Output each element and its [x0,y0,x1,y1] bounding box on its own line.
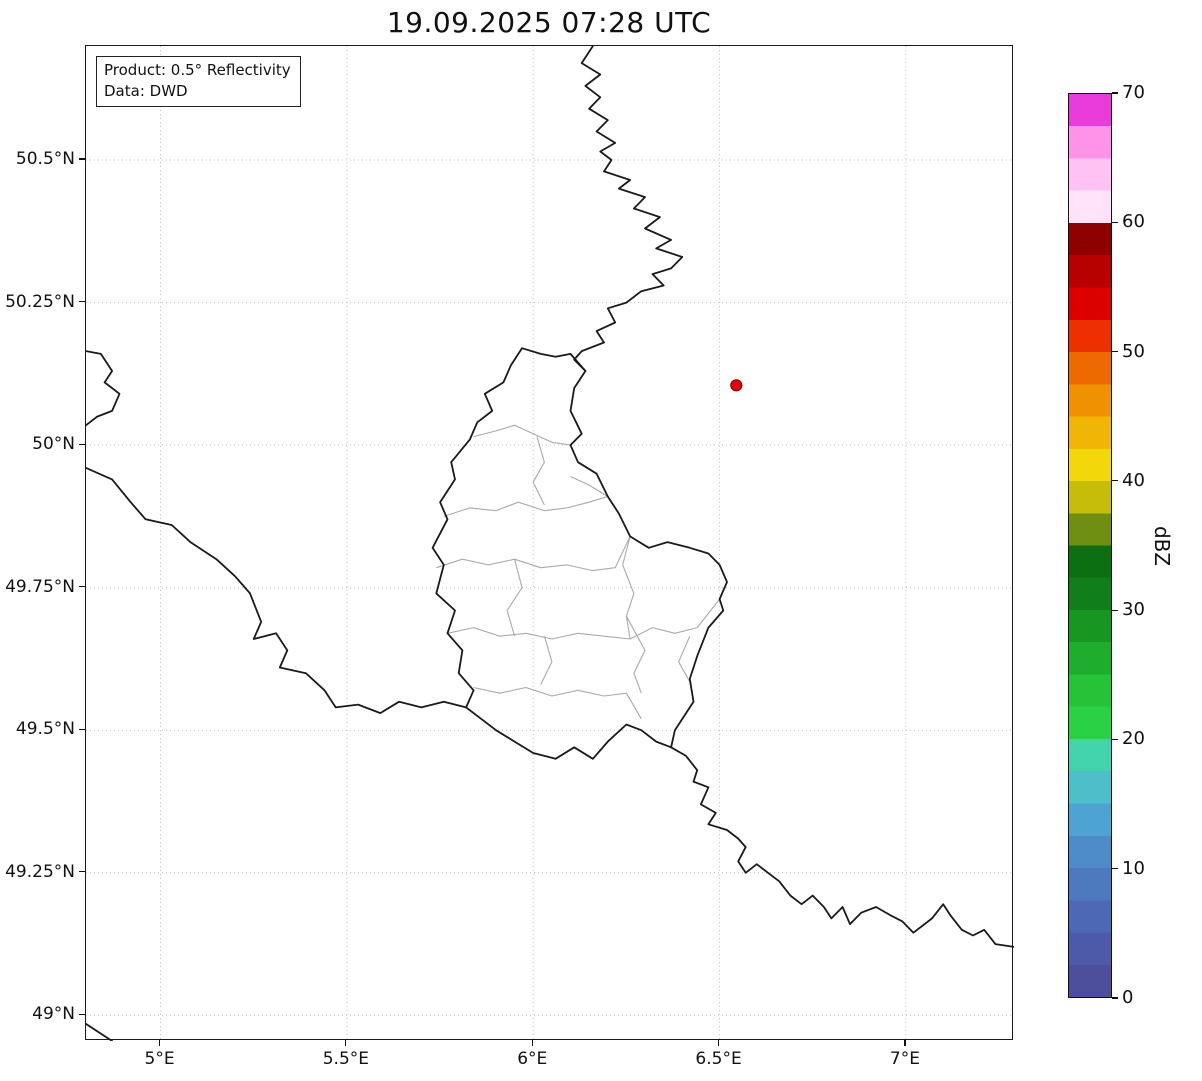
colorbar-tick-label: 40 [1122,469,1145,491]
x-tick-mark [717,1040,720,1046]
y-tick-label: 50°N [32,434,75,455]
colorbar-tick-mark [1112,350,1118,353]
y-tick-label: 49°N [32,1004,75,1025]
y-tick-mark [79,871,85,873]
district-border [570,476,609,497]
colorbar-gradient [1068,93,1112,998]
fr-de-border [670,746,1014,948]
district-border [540,636,553,685]
colorbar-tick-mark [1112,738,1118,741]
map-canvas [86,46,1014,1041]
y-tick-label: 49.25°N [5,861,75,882]
y-tick-mark [79,443,85,445]
district-border [532,436,545,506]
product-line: Product: 0.5° Reflectivity [104,61,291,79]
y-tick-mark [79,1013,85,1015]
x-tick-label: 5.5°E [322,1049,370,1069]
x-tick-mark [158,1040,161,1046]
district-border [447,598,721,640]
data-source-line: Data: DWD [104,82,188,100]
fr-be-border [86,466,468,714]
figure-title: 19.09.2025 07:28 UTC [386,6,712,39]
colorbar-tick-mark [1112,997,1118,999]
x-tick-label: 7°E [889,1049,920,1069]
y-tick-mark [79,728,85,730]
y-tick-label: 49.5°N [15,719,75,740]
y-tick-mark [79,300,85,303]
district-border [473,686,642,720]
colorbar-tick-label: 60 [1122,211,1145,233]
x-tick-label: 6°E [517,1049,548,1069]
colorbar-tick-mark [1112,480,1118,482]
colorbar-label: dBZ [1150,525,1174,567]
x-tick-mark [345,1040,347,1046]
y-tick-label: 49.75°N [5,576,75,597]
be-de-border [573,46,684,372]
colorbar-tick-mark [1112,92,1118,94]
corner-border-fragment [86,1023,114,1041]
x-tick-label: 6.5°E [695,1049,742,1069]
district-border [625,615,646,694]
x-tick-mark [531,1040,533,1046]
district-border [622,536,635,640]
radar-site-marker [730,379,743,392]
map-plot: Product: 0.5° Reflectivity Data: DWD [85,45,1014,1041]
district-border [506,559,523,637]
y-tick-label: 50.5°N [15,149,75,170]
product-info-box: Product: 0.5° Reflectivity Data: DWD [96,56,301,107]
x-tick-label: 5°E [144,1049,175,1069]
district-border [473,424,583,446]
district-border [436,536,631,572]
colorbar-tick-mark [1112,221,1118,223]
colorbar-tick-label: 30 [1122,599,1145,621]
colorbar-tick-label: 70 [1122,82,1145,103]
colorbar-tick-label: 10 [1122,857,1145,879]
colorbar-tick-mark [1112,868,1118,870]
colorbar-tick-label: 0 [1122,987,1134,1008]
givet-pocket-border [86,350,121,427]
y-tick-mark [79,586,85,588]
y-tick-label: 50.25°N [5,291,75,312]
colorbar-tick-mark [1112,609,1118,611]
colorbar-tick-label: 20 [1122,728,1145,750]
colorbar-tick-label: 50 [1122,340,1145,362]
luxembourg-border [431,347,728,760]
x-tick-mark [904,1040,906,1046]
district-border [443,495,608,517]
y-tick-mark [79,158,85,160]
